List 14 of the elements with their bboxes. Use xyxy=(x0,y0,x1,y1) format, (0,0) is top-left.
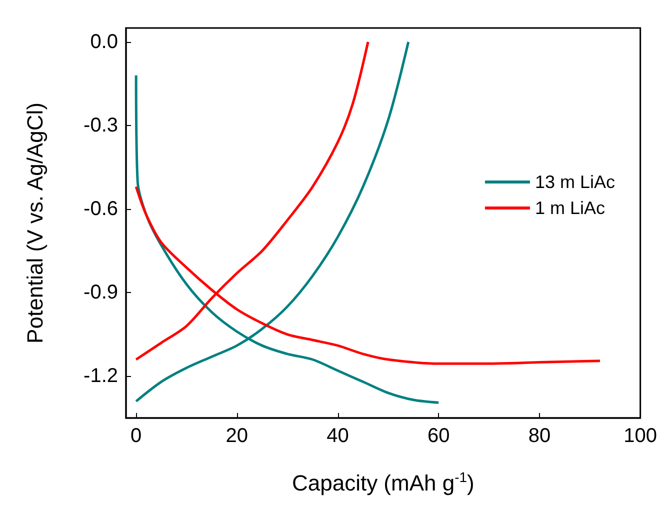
y-tick-label: -0.6 xyxy=(84,198,118,220)
x-tick-label: 40 xyxy=(326,425,349,447)
y-tick-label: -0.3 xyxy=(84,114,118,136)
x-tick-label: 80 xyxy=(528,425,551,447)
legend-label: 13 m LiAc xyxy=(534,172,616,192)
y-tick-label: 0.0 xyxy=(90,30,118,53)
x-tick-label: 100 xyxy=(624,425,658,447)
y-tick-label: -0.9 xyxy=(84,282,118,304)
y-axis-title: Potential (V vs. Ag/AgCl) xyxy=(22,102,48,344)
x-tick-label: 60 xyxy=(428,425,450,447)
y-tick-label: -1.2 xyxy=(84,365,118,388)
x-tick-label: 0 xyxy=(130,425,142,447)
x-tick-label: 20 xyxy=(226,425,248,447)
legend-label: 1 m LiAc xyxy=(534,198,605,218)
